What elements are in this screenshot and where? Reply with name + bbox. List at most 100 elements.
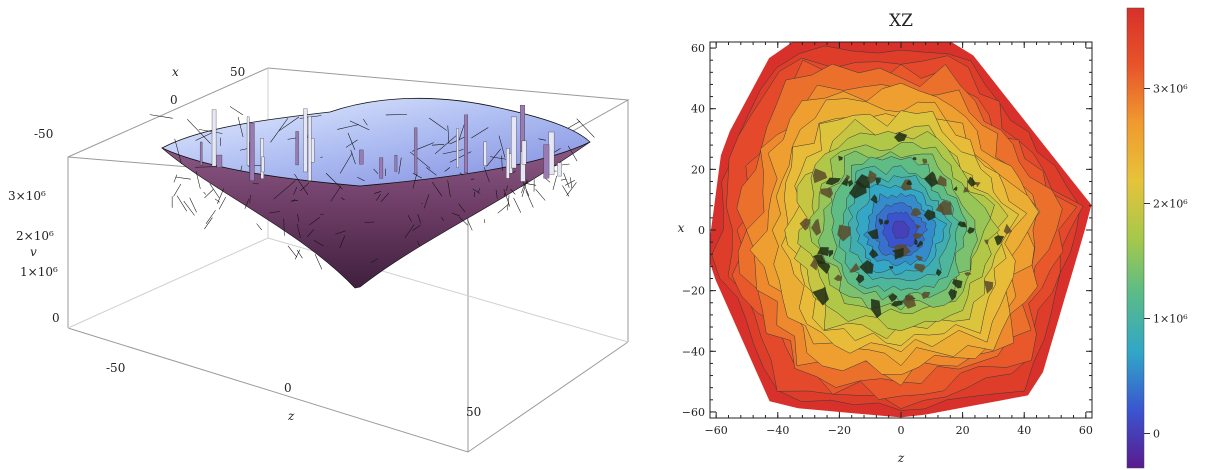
mesh-line — [409, 151, 431, 169]
contour-band — [891, 220, 910, 239]
mesh-line — [256, 223, 262, 231]
mesh-line — [566, 182, 577, 196]
dark-cluster — [820, 187, 834, 199]
mesh-line — [357, 177, 365, 182]
dark-cluster — [948, 288, 958, 301]
mesh-line — [176, 195, 187, 212]
dark-cluster — [888, 293, 898, 302]
mesh-line — [412, 172, 418, 189]
z-tick-label: 0 — [284, 381, 292, 395]
dark-cluster — [922, 158, 928, 165]
surface-top — [161, 97, 591, 187]
dark-cluster — [957, 221, 967, 228]
mesh-line — [209, 183, 220, 199]
contour-ylabel: x — [678, 221, 685, 235]
mesh-line — [447, 180, 451, 198]
surface-body — [149, 97, 595, 289]
dark-cluster — [921, 291, 931, 299]
dark-cluster — [935, 203, 944, 213]
mesh-line — [490, 156, 508, 160]
mesh-line — [273, 180, 296, 200]
dark-cluster — [871, 298, 882, 319]
dark-cluster — [867, 228, 879, 239]
mesh-line — [458, 203, 466, 213]
dark-cluster — [811, 218, 821, 236]
dark-cluster — [901, 293, 917, 309]
mesh-line — [330, 185, 342, 202]
v-tick-label: 1×10⁶ — [20, 265, 58, 279]
mesh-line — [269, 211, 281, 214]
mesh-line — [287, 245, 298, 258]
dark-cluster — [923, 209, 936, 221]
mesh-line — [567, 120, 581, 129]
mesh-line — [175, 176, 191, 180]
mesh-line — [325, 173, 343, 190]
mesh-line — [444, 167, 451, 172]
mesh-line — [297, 213, 300, 222]
mesh-line — [189, 197, 197, 213]
dark-cluster — [963, 187, 970, 193]
mesh-line — [240, 165, 243, 171]
mesh-line — [513, 197, 522, 213]
dark-cluster — [825, 177, 841, 186]
mesh-line — [380, 192, 390, 203]
mesh-line — [497, 204, 509, 214]
dark-cluster — [915, 255, 923, 261]
mesh-line — [187, 118, 211, 144]
z-tick-label: -50 — [106, 361, 125, 375]
surface-spike — [543, 144, 550, 179]
mesh-line — [426, 167, 437, 176]
colorbar-tick-label: 2×10⁶ — [1153, 198, 1188, 211]
contour-title: XZ — [889, 11, 913, 31]
mesh-line — [404, 224, 415, 239]
y-tick-label: 0 — [698, 224, 705, 237]
surface-spike — [506, 148, 510, 179]
mesh-line — [294, 249, 301, 260]
dark-cluster — [912, 156, 917, 161]
dark-cluster — [910, 208, 922, 217]
mesh-line — [195, 171, 201, 189]
colorbar-tick-label: 1×10⁶ — [1153, 313, 1188, 326]
mesh-line — [506, 185, 508, 192]
mesh-line — [495, 189, 498, 199]
z-tick-label: 50 — [466, 405, 481, 419]
surface-axis-ticks: 3×10⁶ 2×10⁶ 1×10⁶ 0 v -50 0 50 x -50 0 5… — [8, 65, 481, 423]
surface-mesh — [149, 106, 595, 270]
mesh-line — [498, 135, 506, 158]
dark-cluster — [984, 239, 989, 245]
mesh-line — [417, 240, 420, 246]
dark-cluster — [912, 232, 923, 240]
mesh-line — [458, 216, 468, 226]
surface-spike — [295, 131, 299, 166]
dark-cluster — [967, 227, 975, 234]
dark-cluster — [915, 224, 921, 229]
surface-spike — [557, 162, 562, 177]
surface-spike — [199, 141, 203, 166]
surface-spike — [303, 108, 308, 173]
surface-spike — [216, 154, 223, 168]
mesh-line — [249, 194, 251, 204]
mesh-line — [374, 191, 382, 194]
x-tick-label: 60 — [1079, 424, 1093, 437]
z-axis-label: z — [287, 409, 295, 423]
dark-cluster — [884, 220, 890, 225]
mesh-line — [203, 191, 207, 195]
mesh-line — [314, 254, 323, 270]
x-tick-label: 0 — [170, 93, 178, 107]
mesh-line — [340, 197, 345, 201]
mesh-line — [407, 214, 412, 222]
colorbar-tick-label: 0 — [1153, 428, 1160, 441]
mesh-line — [442, 149, 464, 155]
mesh-line — [349, 120, 370, 131]
surface-spike — [511, 116, 517, 169]
x-tick-label: −60 — [705, 424, 728, 437]
y-tick-label: 20 — [691, 163, 705, 176]
mesh-line — [370, 258, 378, 263]
mesh-line — [204, 217, 213, 230]
mesh-line — [447, 125, 450, 145]
dark-cluster — [812, 286, 829, 306]
mesh-line — [283, 218, 285, 236]
dark-cluster — [916, 240, 924, 248]
mesh-line — [300, 182, 310, 192]
